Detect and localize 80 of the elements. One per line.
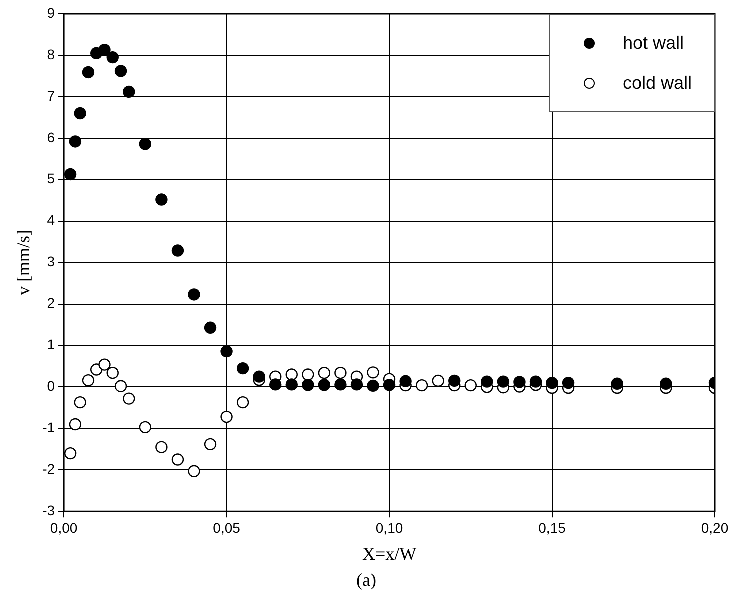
point: [562, 376, 575, 390]
point: [400, 375, 412, 388]
y-tick-label: 1: [47, 336, 56, 353]
point: [546, 376, 558, 390]
point: [172, 454, 184, 466]
point: [156, 194, 168, 206]
point: [188, 288, 200, 301]
point: [69, 418, 82, 431]
point: [204, 322, 217, 334]
point: [106, 367, 119, 380]
point: [416, 379, 428, 392]
y-tick-label: -3: [42, 502, 56, 518]
x-tick-label: 0,15: [538, 520, 566, 536]
point: [497, 376, 510, 388]
point: [114, 380, 128, 392]
point: [530, 376, 542, 388]
point: [318, 379, 331, 392]
legend-label: cold wall: [623, 72, 692, 94]
y-tick-label: -1: [42, 420, 56, 436]
point: [82, 374, 95, 387]
point: [611, 378, 624, 390]
point: [156, 441, 168, 454]
x-tick-label: 0,10: [376, 520, 404, 536]
x-tick-label: 0,20: [701, 520, 729, 536]
point: [350, 378, 364, 391]
point: [514, 376, 526, 388]
y-tick-label: 0: [47, 378, 56, 394]
y-tick-label: 5: [47, 170, 56, 187]
point: [432, 374, 444, 388]
y-axis-title: v [mm/s]: [14, 230, 34, 296]
point: [660, 378, 672, 390]
point: [448, 374, 461, 388]
point: [123, 392, 136, 405]
y-tick-label: 7: [47, 88, 56, 104]
point: [270, 378, 282, 391]
point: [98, 44, 111, 56]
point: [106, 51, 119, 64]
point: [367, 366, 380, 379]
point: [334, 378, 347, 391]
point: [188, 465, 200, 478]
y-tick-label: 3: [47, 254, 56, 270]
point: [204, 438, 217, 451]
point: [74, 107, 86, 120]
point: [139, 421, 152, 434]
y-tick-label: 9: [47, 4, 56, 21]
point: [98, 358, 111, 371]
x-tick-label: 0,05: [213, 520, 241, 536]
point: [64, 447, 77, 460]
point: [334, 367, 347, 380]
point: [69, 136, 82, 148]
y-tick-label: 4: [47, 212, 56, 228]
point: [220, 345, 233, 358]
point: [464, 379, 477, 392]
point: [302, 368, 314, 381]
point: [139, 138, 152, 150]
point: [236, 396, 250, 409]
point: [367, 380, 380, 392]
point: [114, 65, 128, 78]
point: [74, 396, 86, 409]
x-tick-label: 0,00: [50, 520, 78, 536]
y-tick-label: -2: [42, 460, 56, 477]
point: [236, 362, 250, 375]
text: (a): [356, 570, 378, 591]
y-tick-label: 6: [47, 129, 56, 146]
point: [302, 379, 314, 392]
point: [286, 378, 298, 391]
point: [318, 367, 331, 380]
point: [383, 379, 396, 392]
legend-label: hot wall: [623, 32, 684, 54]
point: [123, 86, 136, 98]
point: [172, 244, 184, 257]
point: [64, 168, 77, 181]
point: [253, 370, 266, 383]
point: [220, 410, 233, 424]
point: [286, 368, 298, 381]
point: [481, 376, 494, 388]
y-tick-label: 2: [47, 295, 56, 312]
x-axis-title: X=x/W: [362, 544, 417, 564]
y-tick-label: 8: [47, 46, 56, 62]
point: [82, 66, 95, 79]
